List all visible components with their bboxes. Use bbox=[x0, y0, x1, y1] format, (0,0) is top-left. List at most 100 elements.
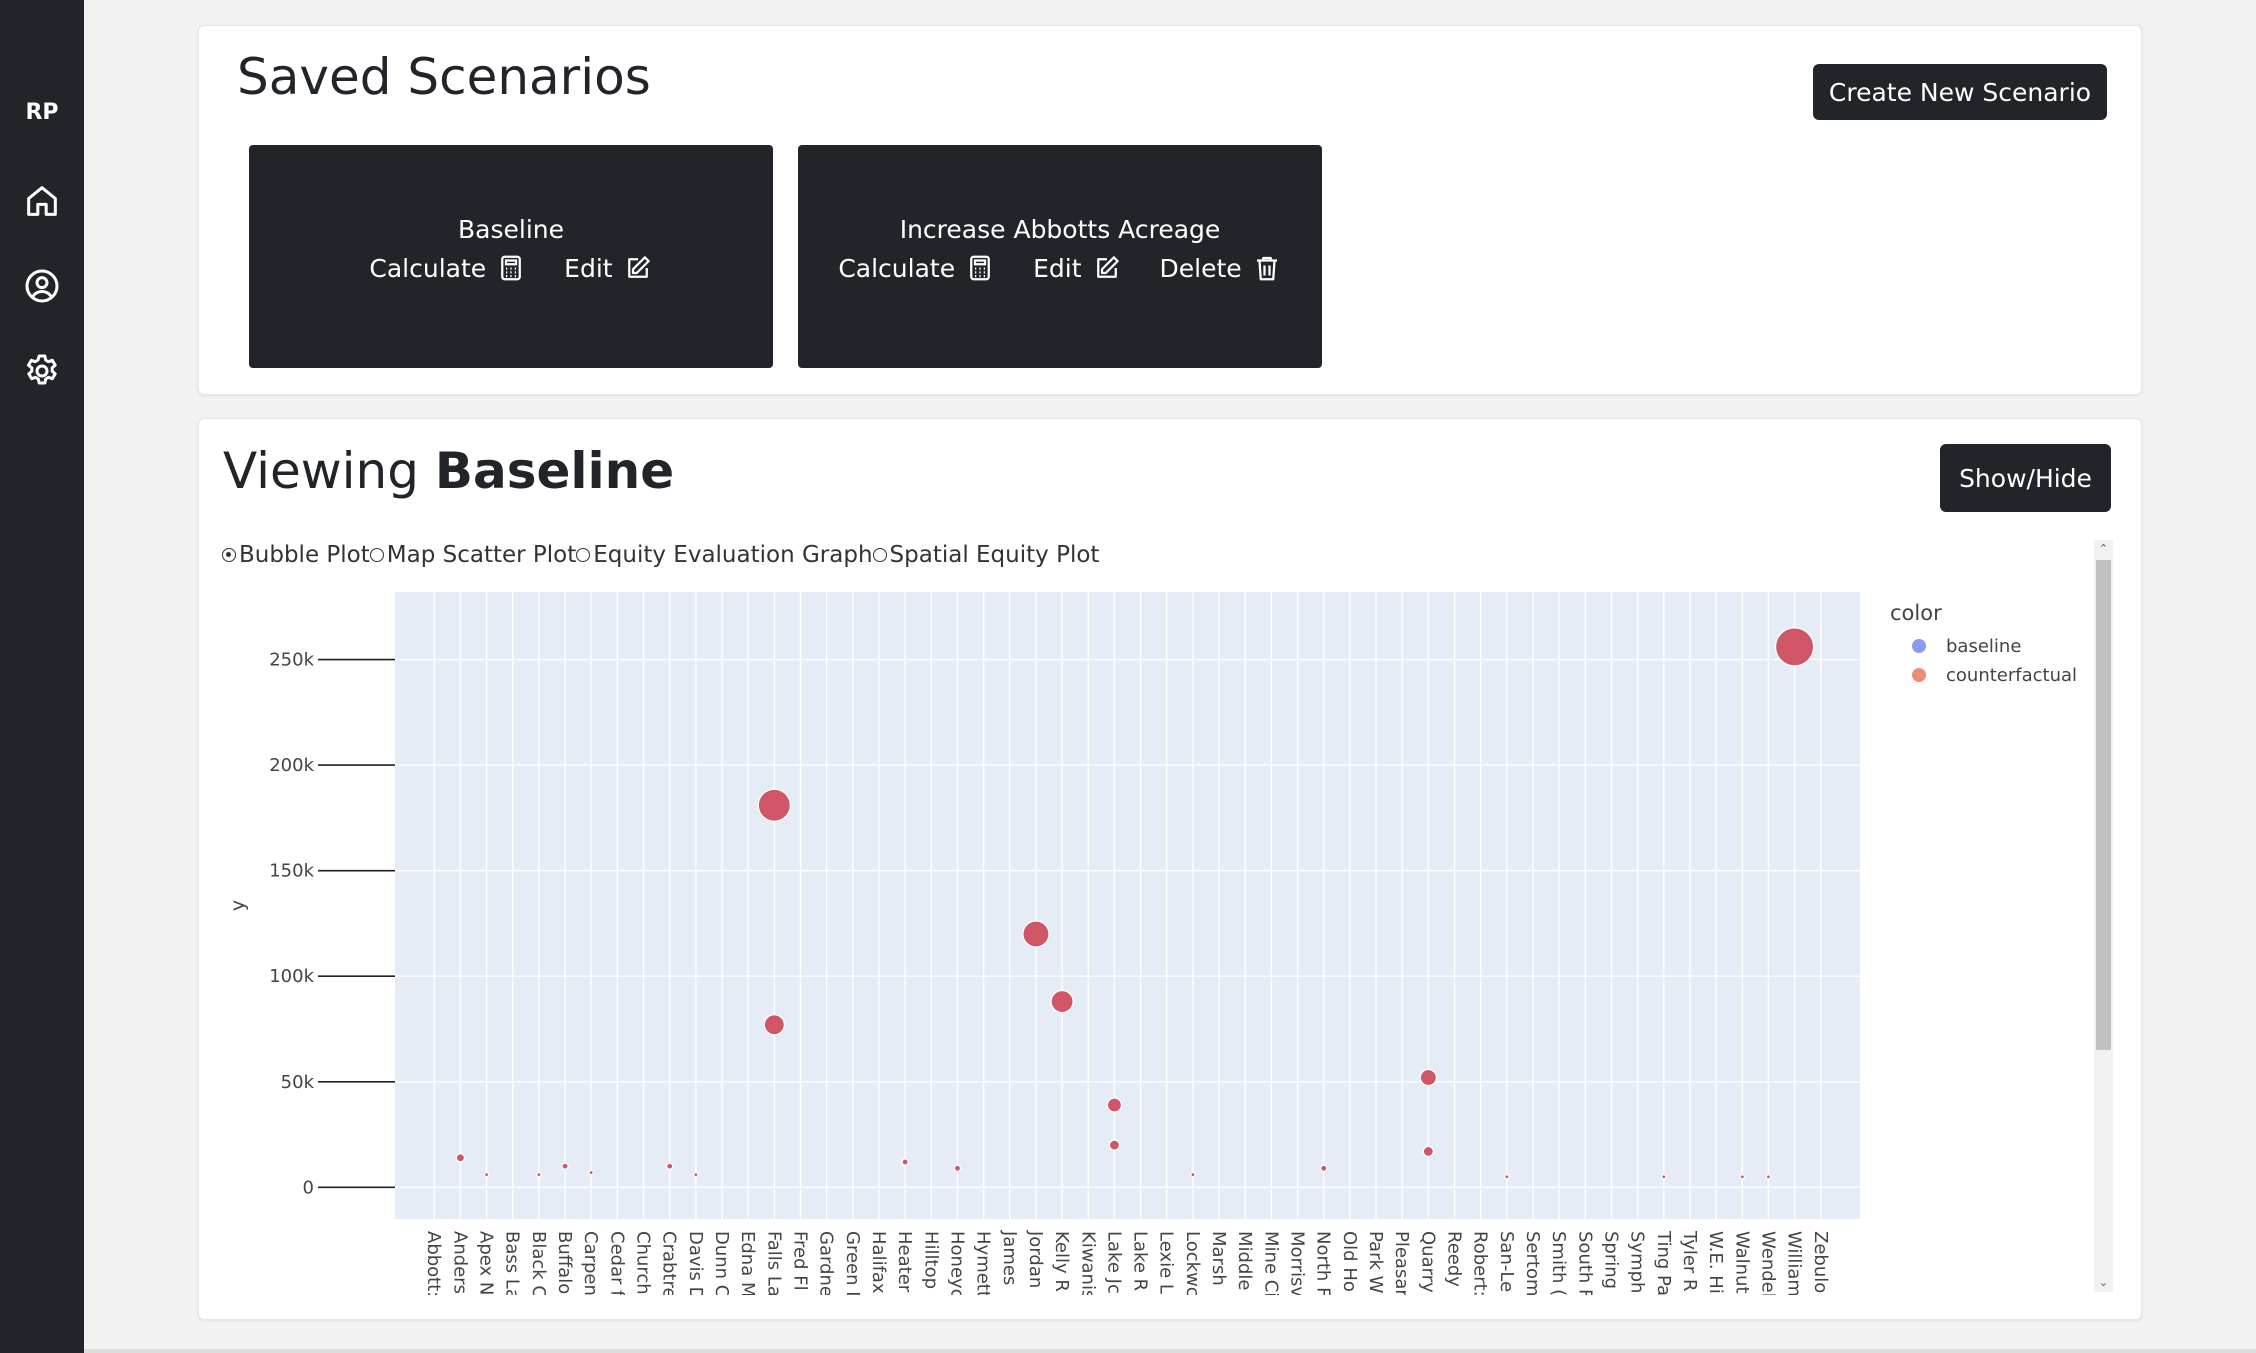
x-tick-label: Carpen bbox=[580, 1231, 601, 1295]
y-tick-label: 150k bbox=[269, 861, 314, 882]
x-tick-label: Fred Fl bbox=[789, 1231, 810, 1291]
x-tick-label: Edna M bbox=[737, 1231, 758, 1295]
bubble-point bbox=[1661, 1174, 1667, 1180]
x-tick-label: Lake R bbox=[1130, 1231, 1151, 1291]
scroll-thumb[interactable] bbox=[2096, 560, 2111, 1050]
bubble-point bbox=[1022, 920, 1050, 948]
plot-scrollbar[interactable]: ⌃ ⌄ bbox=[2094, 540, 2113, 1292]
edit-icon bbox=[1096, 256, 1119, 278]
legend-label: counterfactual bbox=[1946, 665, 2077, 686]
calculate-button[interactable]: Calculate bbox=[838, 253, 995, 283]
radio-map-scatter-plot[interactable]: Map Scatter Plot bbox=[369, 542, 576, 568]
x-tick-label: Hymett bbox=[973, 1231, 994, 1295]
bubble-point bbox=[1504, 1174, 1510, 1180]
x-tick-label: Mine Ci bbox=[1260, 1231, 1281, 1295]
radio-equity-evaluation-graph[interactable]: Equity Evaluation Graph bbox=[576, 542, 873, 568]
brand-logo[interactable]: RP bbox=[25, 100, 59, 125]
viewing-scenario-name: Baseline bbox=[434, 442, 675, 500]
calculate-button[interactable]: Calculate bbox=[369, 253, 526, 283]
bubble-point bbox=[536, 1172, 542, 1178]
x-tick-label: Hilltop bbox=[920, 1231, 941, 1289]
sidebar: RP bbox=[0, 0, 84, 1353]
x-tick-label: Bass La bbox=[502, 1231, 523, 1295]
x-tick-label: Buffalo bbox=[554, 1231, 575, 1294]
saved-scenarios-title: Saved Scenarios bbox=[237, 48, 651, 106]
edit-button[interactable]: Edit bbox=[1033, 253, 1121, 283]
x-tick-label: Tyler R bbox=[1679, 1230, 1700, 1292]
x-tick-label: Lexie L bbox=[1156, 1231, 1177, 1294]
edit-button[interactable]: Edit bbox=[564, 253, 652, 283]
bubble-point bbox=[1765, 1174, 1772, 1180]
bubble-point bbox=[953, 1164, 962, 1172]
bubble-point bbox=[561, 1162, 569, 1170]
viewing-prefix: Viewing bbox=[223, 442, 435, 500]
bubble-point bbox=[1190, 1172, 1196, 1178]
x-tick-label: Anders bbox=[449, 1231, 470, 1294]
bubble-point bbox=[757, 788, 791, 822]
radio-circle[interactable] bbox=[872, 548, 887, 562]
gear-icon[interactable] bbox=[22, 351, 62, 391]
radio-label: Bubble Plot bbox=[239, 542, 370, 568]
radio-circle[interactable] bbox=[369, 548, 384, 562]
x-tick-label: Sertom bbox=[1522, 1231, 1543, 1295]
bubble-point bbox=[901, 1158, 909, 1166]
x-tick-label: William bbox=[1784, 1231, 1805, 1295]
radio-circle[interactable] bbox=[222, 548, 236, 562]
bubble-point bbox=[1419, 1068, 1437, 1087]
bubble-point bbox=[1106, 1097, 1123, 1113]
calculator-icon bbox=[970, 255, 990, 281]
trash-icon bbox=[1256, 256, 1277, 281]
home-icon[interactable] bbox=[22, 181, 62, 221]
x-tick-label: Crabtre bbox=[659, 1231, 680, 1295]
x-tick-label: North F bbox=[1313, 1231, 1334, 1295]
x-tick-label: Kelly R bbox=[1051, 1231, 1072, 1292]
x-tick-label: Quarry bbox=[1417, 1231, 1438, 1293]
show-hide-button[interactable]: Show/Hide bbox=[1940, 444, 2111, 512]
x-tick-label: Falls La bbox=[763, 1231, 784, 1295]
bubble-point bbox=[1739, 1174, 1745, 1180]
bubble-point bbox=[666, 1162, 674, 1170]
x-tick-label: South F bbox=[1574, 1231, 1595, 1295]
x-tick-label: Lockwc bbox=[1182, 1231, 1203, 1295]
x-tick-label: Cedar f bbox=[606, 1231, 627, 1295]
x-tick-label: Honeyc bbox=[946, 1231, 967, 1295]
plot-type-selector: Bubble Plot Map Scatter Plot Equity Eval… bbox=[222, 542, 1099, 568]
user-circle-icon[interactable] bbox=[22, 266, 62, 306]
edit-label: Edit bbox=[564, 253, 613, 283]
scenario-card-baseline: Baseline Calculate Edit bbox=[249, 145, 773, 368]
radio-spatial-equity-plot[interactable]: Spatial Equity Plot bbox=[872, 542, 1099, 568]
x-tick-label: Black C bbox=[528, 1231, 549, 1295]
legend-label: baseline bbox=[1946, 636, 2021, 657]
plot-area bbox=[395, 592, 1860, 1219]
x-tick-label: Kiwanis bbox=[1077, 1231, 1098, 1295]
radio-bubble-plot[interactable]: Bubble Plot bbox=[222, 542, 370, 568]
bubble-point bbox=[1320, 1164, 1328, 1172]
x-tick-label: Park W bbox=[1365, 1231, 1386, 1294]
x-tick-label: Pleasar bbox=[1391, 1231, 1412, 1295]
viewing-title: Viewing Baseline bbox=[223, 442, 674, 500]
edit-icon bbox=[627, 256, 650, 278]
x-tick-label: Old Ho bbox=[1339, 1231, 1360, 1292]
x-tick-label: Dunn C bbox=[711, 1231, 732, 1295]
y-tick-label: 0 bbox=[303, 1177, 314, 1198]
create-new-scenario-button[interactable]: Create New Scenario bbox=[1813, 64, 2107, 120]
x-tick-label: Lake Jc bbox=[1103, 1231, 1124, 1294]
scroll-up-arrow-icon[interactable]: ⌃ bbox=[2098, 542, 2109, 555]
scenario-card-increase-abbotts-acreage: Increase Abbotts Acreage Calculate Edit … bbox=[798, 145, 1322, 368]
legend-title: color bbox=[1890, 601, 1942, 625]
bubble-point bbox=[1108, 1139, 1121, 1151]
y-tick-label: 200k bbox=[269, 755, 314, 776]
calculate-label: Calculate bbox=[369, 253, 487, 283]
x-tick-label: Marsh bbox=[1208, 1231, 1229, 1286]
delete-button[interactable]: Delete bbox=[1160, 253, 1282, 283]
bubble-point bbox=[1050, 989, 1074, 1014]
x-tick-label: Heater bbox=[894, 1231, 915, 1293]
x-tick-label: Smith ( bbox=[1548, 1231, 1569, 1295]
scroll-down-arrow-icon[interactable]: ⌄ bbox=[2098, 1276, 2109, 1289]
bubble-point bbox=[588, 1169, 594, 1176]
radio-label: Equity Evaluation Graph bbox=[593, 542, 873, 568]
legend-marker bbox=[1912, 639, 1926, 653]
bottom-edge bbox=[84, 1349, 2256, 1353]
bubble-plot: 0 50k 100k 150k 200k 250k y Abbott: Anders Apex N… bbox=[227, 592, 2077, 1295]
radio-circle[interactable] bbox=[576, 548, 591, 562]
